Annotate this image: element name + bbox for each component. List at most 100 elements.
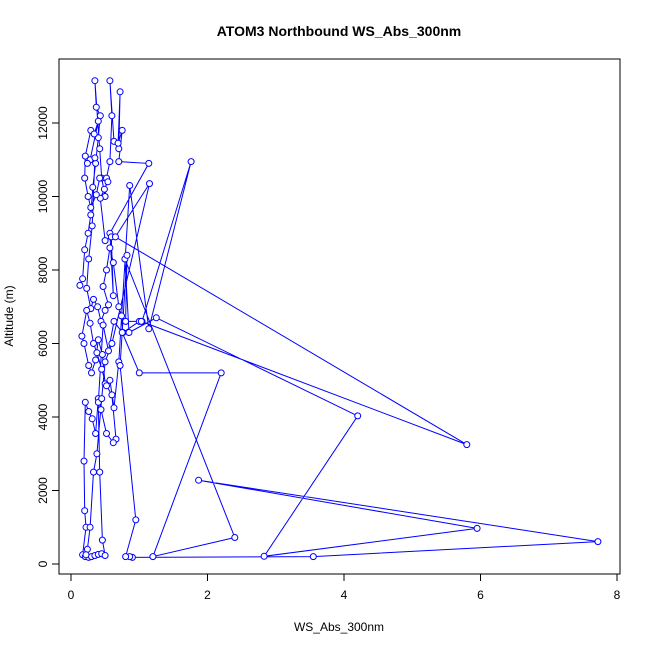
data-point: [109, 292, 117, 300]
data-point: [103, 266, 110, 274]
x-tick-label: 4: [341, 588, 348, 602]
data-point: [96, 174, 104, 182]
data-point: [118, 126, 126, 134]
data-point: [108, 391, 116, 399]
data-point: [473, 524, 481, 532]
data-point: [135, 369, 143, 377]
data-point: [93, 450, 101, 458]
data-point: [92, 430, 100, 437]
data-point: [87, 204, 95, 211]
x-tick-label: 2: [204, 588, 211, 602]
data-point: [81, 507, 89, 515]
data-point: [78, 332, 86, 340]
data-point: [90, 295, 97, 303]
data-point: [123, 251, 131, 259]
data-point: [149, 553, 157, 561]
data-point: [105, 301, 112, 309]
data-point: [108, 340, 116, 347]
data-point: [103, 430, 110, 437]
data-point: [187, 158, 195, 166]
data-point: [81, 398, 89, 406]
data-point: [104, 178, 112, 186]
data-point: [195, 476, 203, 484]
data-point: [122, 317, 130, 325]
data-point: [101, 306, 109, 314]
data-point: [137, 317, 145, 325]
y-tick-label: 8000: [36, 256, 50, 283]
data-point: [116, 362, 124, 369]
y-tick-label: 6000: [36, 330, 50, 357]
data-point: [85, 362, 93, 369]
data-point: [231, 534, 239, 541]
data-point: [111, 233, 119, 241]
data-point: [98, 395, 106, 403]
data-point: [83, 284, 91, 292]
x-axis: 0 2 4 6 8: [68, 573, 621, 602]
data-point: [101, 552, 109, 559]
data-point: [80, 457, 88, 465]
data-point: [115, 303, 123, 311]
data-point: [109, 439, 117, 447]
data-point: [106, 244, 114, 252]
data-point: [81, 152, 89, 160]
y-tick-label: 4000: [36, 403, 50, 430]
series-group: [76, 77, 602, 561]
data-point: [90, 468, 97, 476]
data-point: [101, 358, 109, 366]
data-point: [89, 183, 97, 191]
data-point: [83, 159, 91, 167]
data-point: [92, 191, 100, 199]
data-point: [81, 246, 89, 254]
data-point: [101, 237, 109, 245]
data-point: [86, 319, 94, 327]
data-point: [92, 356, 100, 364]
data-point: [122, 553, 130, 561]
data-point: [94, 117, 102, 125]
data-point: [98, 536, 106, 544]
x-axis-label: WS_Abs_300nm: [294, 620, 384, 634]
data-point: [86, 523, 94, 531]
y-tick-label: 0: [36, 560, 50, 567]
data-point: [100, 185, 108, 193]
data-point: [152, 314, 160, 322]
data-point: [260, 552, 268, 560]
data-point: [116, 88, 124, 96]
data-point: [81, 174, 89, 182]
x-tick-label: 8: [614, 588, 621, 602]
data-point: [93, 349, 101, 357]
data-point: [309, 553, 317, 561]
y-tick-label: 10000: [36, 179, 50, 213]
data-point: [90, 130, 98, 138]
data-point: [99, 283, 107, 290]
data-point: [91, 154, 99, 162]
data-point: [96, 145, 104, 153]
x-tick-label: 6: [477, 588, 484, 602]
data-point: [115, 158, 123, 166]
data-point: [145, 325, 153, 333]
data-point: [90, 340, 97, 347]
data-point: [125, 329, 133, 336]
data-point: [118, 329, 126, 336]
data-point: [84, 229, 92, 237]
data-point: [87, 211, 95, 219]
data-point: [106, 77, 114, 85]
y-axis: 0 2000 4000 6000 8000 10000 12000: [36, 106, 60, 567]
data-point: [88, 415, 96, 423]
data-point: [98, 365, 106, 373]
data-point: [594, 538, 602, 546]
data-point: [145, 159, 153, 167]
data-point: [79, 275, 87, 283]
data-point: [110, 404, 118, 412]
data-point: [84, 193, 92, 200]
data-point: [463, 441, 471, 449]
data-point: [85, 408, 93, 415]
data-point: [94, 336, 102, 344]
data-point: [146, 180, 153, 188]
y-tick-label: 12000: [36, 106, 50, 140]
data-point: [105, 347, 112, 355]
data-point: [108, 112, 116, 120]
data-point: [96, 468, 104, 476]
data-point: [94, 303, 102, 311]
